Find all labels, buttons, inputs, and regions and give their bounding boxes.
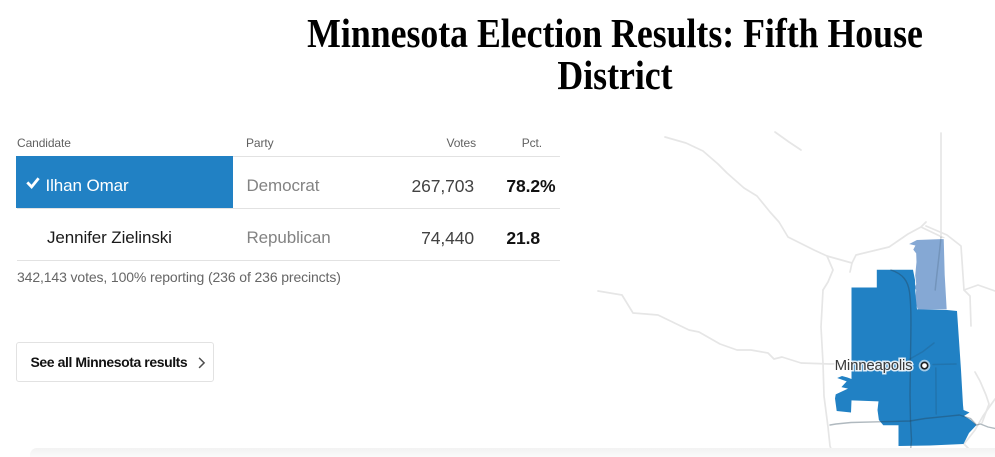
- svg-text:Minneapolis: Minneapolis: [835, 357, 913, 374]
